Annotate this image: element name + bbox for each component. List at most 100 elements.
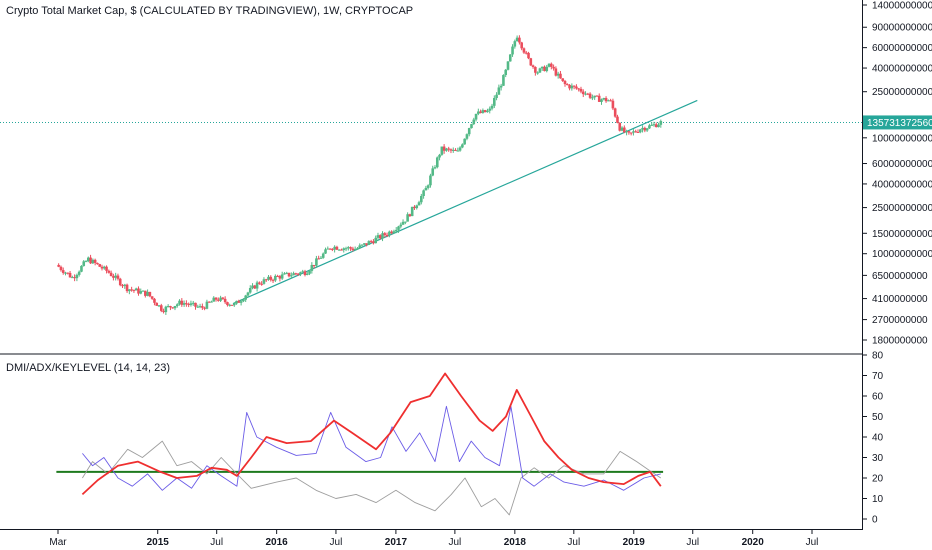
indicator-y-tick-label: 30 xyxy=(872,453,884,464)
candle-body xyxy=(264,279,268,281)
candle-body xyxy=(451,149,455,151)
y-tick-label: 2700000000 xyxy=(872,315,928,326)
candle-body xyxy=(235,300,238,304)
trendline[interactable] xyxy=(232,99,698,305)
candle-body xyxy=(164,306,168,313)
candle-body xyxy=(383,233,387,235)
candle-body xyxy=(141,290,145,292)
candle-body xyxy=(162,310,165,313)
candle-body xyxy=(344,248,348,250)
candle-body xyxy=(659,121,663,125)
candle-body xyxy=(82,261,86,266)
candle-body xyxy=(486,110,489,113)
candle-body xyxy=(565,84,569,86)
candle-body xyxy=(620,127,624,131)
candle-body xyxy=(360,244,364,246)
candle-body xyxy=(497,87,501,95)
candle-body xyxy=(520,42,523,49)
candle-body xyxy=(424,187,428,191)
candle-body xyxy=(319,257,323,259)
candle-body xyxy=(191,302,195,304)
candle-body xyxy=(201,306,204,308)
candle-body xyxy=(221,297,225,299)
candle-body xyxy=(315,258,318,266)
candle-body xyxy=(627,131,631,133)
candle-body xyxy=(258,282,261,284)
candle-body xyxy=(470,124,473,129)
candle-body xyxy=(212,297,216,302)
candle-body xyxy=(310,264,314,271)
candle-body xyxy=(171,307,174,309)
candle-body xyxy=(271,279,275,281)
candle-body xyxy=(447,148,450,150)
candle-body xyxy=(194,302,197,307)
indicator-y-tick-label: 0 xyxy=(872,515,878,526)
candle-body xyxy=(128,289,131,292)
candle-body xyxy=(493,98,496,106)
candle-body xyxy=(575,86,578,89)
candle-body xyxy=(568,84,571,89)
candle-body xyxy=(376,235,380,238)
candle-body xyxy=(75,274,79,279)
candle-body xyxy=(239,301,243,303)
candle-body xyxy=(502,75,505,86)
indicator-title: DMI/ADX/KEYLEVEL (14, 14, 23) xyxy=(6,362,171,374)
candle-body xyxy=(362,243,366,245)
y-tick-label: 25000000000 xyxy=(872,203,932,214)
indicator-layer xyxy=(56,372,664,516)
candle-body xyxy=(57,264,60,267)
candle-body xyxy=(269,276,273,280)
candle-body xyxy=(178,300,181,305)
indicator-y-tick-label: 40 xyxy=(872,433,884,444)
main-chart-title: Crypto Total Market Cap, $ (CALCULATED B… xyxy=(6,5,414,17)
candle-body xyxy=(372,241,375,244)
candle-body xyxy=(420,195,423,203)
candle-body xyxy=(657,124,660,128)
candle-body xyxy=(228,304,232,306)
y-tick-label: 100000000000 xyxy=(872,133,932,144)
candle-body xyxy=(461,144,464,148)
candle-body xyxy=(68,272,72,278)
candle-body xyxy=(572,85,576,87)
candle-body xyxy=(438,154,441,158)
x-tick-label: Jul xyxy=(567,537,580,548)
indicator-y-tick-label: 50 xyxy=(872,412,884,423)
candle-body xyxy=(248,288,252,293)
x-tick-label: 2017 xyxy=(385,537,408,548)
candle-body xyxy=(554,68,558,76)
x-tick-label: Mar xyxy=(49,537,67,548)
candle-body xyxy=(442,146,446,151)
adx-line xyxy=(81,372,662,496)
candle-body xyxy=(426,185,430,188)
y-tick-label: 1400000000000 xyxy=(872,1,932,12)
candle-body xyxy=(150,296,154,299)
candle-body xyxy=(123,284,127,286)
candle-body xyxy=(545,66,549,72)
candle-body xyxy=(182,303,186,305)
candle-body xyxy=(296,273,300,275)
indicator-y-tick-label: 60 xyxy=(872,392,884,403)
y-tick-label: 250000000000 xyxy=(872,87,932,98)
x-tick-label: Jul xyxy=(210,537,223,548)
candle-body xyxy=(292,273,295,276)
candle-body xyxy=(488,108,492,111)
candle-body xyxy=(399,224,403,227)
candle-body xyxy=(342,248,346,251)
candle-body xyxy=(563,80,567,85)
candle-body xyxy=(196,306,200,308)
candle-body xyxy=(66,272,70,274)
candle-body xyxy=(333,246,336,250)
candle-body xyxy=(114,275,117,278)
x-tick-label: 2020 xyxy=(742,537,765,548)
candle-body xyxy=(513,41,517,47)
x-tick-label: Jul xyxy=(806,537,819,548)
candle-body xyxy=(125,284,129,292)
candle-body xyxy=(570,85,574,89)
candle-body xyxy=(77,271,81,275)
candle-body xyxy=(433,167,437,169)
candle-body xyxy=(358,245,362,249)
candle-body xyxy=(287,272,291,277)
candle-body xyxy=(105,266,108,271)
y-tick-label: 15000000000 xyxy=(872,229,932,240)
